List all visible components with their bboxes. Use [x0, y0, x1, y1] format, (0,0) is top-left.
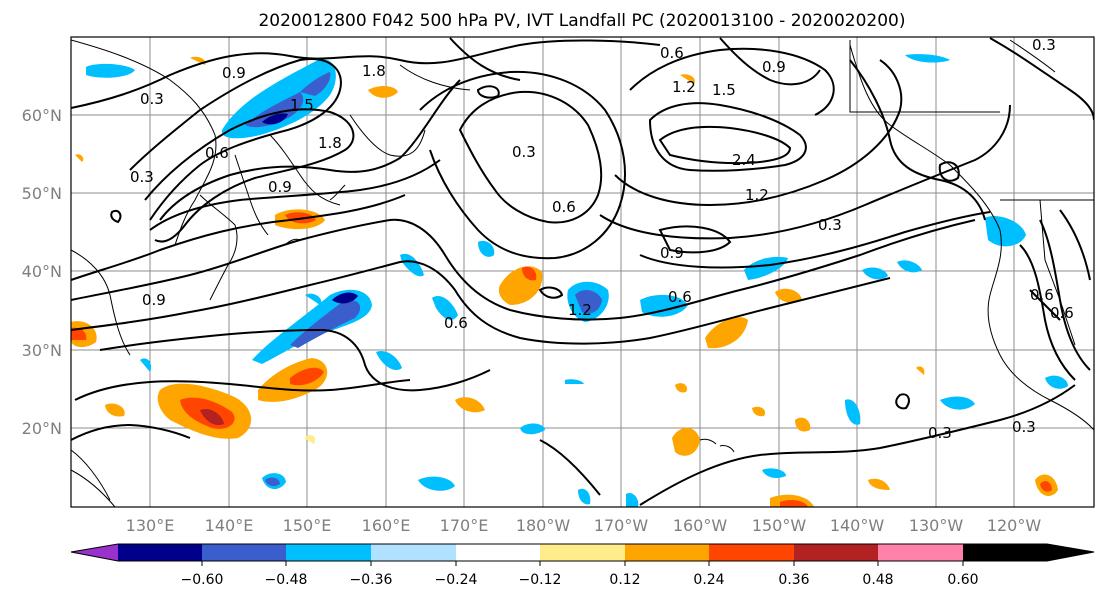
lon-axis: 130°E 140°E 150°E 160°E 170°E 180°W 170°… [126, 516, 1042, 535]
contour-label: 0.9 [762, 58, 786, 76]
lon-label: 140°W [830, 516, 885, 535]
lat-label: 20°N [22, 419, 62, 438]
contour-label: 0.3 [928, 424, 952, 442]
colorbar-tick-label: 0.24 [693, 572, 724, 588]
lat-label: 50°N [22, 184, 62, 203]
lon-label: 140°E [205, 516, 254, 535]
lon-label: 120°W [987, 516, 1042, 535]
contour-label: 1.8 [362, 62, 386, 80]
contour-label: 1.8 [318, 134, 342, 152]
colorbar-segment [286, 544, 371, 561]
contour-label: 0.3 [1032, 36, 1056, 54]
figure-title: 2020012800 F042 500 hPa PV, IVT Landfall… [258, 11, 905, 31]
contour-label: 0.3 [140, 90, 164, 108]
colorbar-segment [878, 544, 963, 561]
contour-label: 0.6 [205, 144, 229, 162]
colorbar: −0.60 −0.48 −0.36 −0.24 −0.12 0.12 0.24 … [70, 543, 1095, 588]
colorbar-tick-label: 0.48 [862, 572, 893, 588]
contour-label: 1.2 [568, 301, 592, 319]
lon-label: 170°E [440, 516, 489, 535]
contour-label: 0.6 [552, 198, 576, 216]
ivt-contour-lines [71, 37, 1094, 506]
lon-label: 130°E [126, 516, 175, 535]
lon-label: 160°E [362, 516, 411, 535]
contour-label: 1.5 [712, 81, 736, 99]
colorbar-tick-label: −0.12 [519, 572, 562, 588]
contour-label: 0.6 [668, 288, 692, 306]
contour-label: 0.6 [660, 44, 684, 62]
contour-label: 0.6 [1030, 286, 1054, 304]
lon-label: 170°W [594, 516, 649, 535]
colorbar-tick-label: −0.24 [435, 572, 478, 588]
colorbar-outline [70, 543, 1095, 562]
contour-label: 0.6 [1050, 304, 1074, 322]
colorbar-segment [709, 544, 794, 561]
lon-label: 150°E [283, 516, 332, 535]
lat-label: 60°N [22, 106, 62, 125]
contour-label: 1.2 [672, 78, 696, 96]
colorbar-tick-label: 0.60 [947, 572, 978, 588]
contour-labels: 0.9 0.3 1.8 1.5 0.6 1.8 0.3 0.9 0.6 0.3 … [130, 36, 1074, 442]
colorbar-segment [456, 544, 540, 561]
contour-label: 0.9 [222, 64, 246, 82]
contour-label: 0.9 [268, 178, 292, 196]
contour-label: 0.3 [1012, 418, 1036, 436]
lon-label: 150°W [752, 516, 807, 535]
contour-label: 1.2 [745, 186, 769, 204]
contour-label: 0.6 [444, 314, 468, 332]
coastlines [71, 39, 1094, 507]
lat-label: 40°N [22, 262, 62, 281]
lat-axis: 60°N 50°N 40°N 30°N 20°N [22, 106, 62, 438]
colorbar-segment [625, 544, 709, 561]
colorbar-tick-label: −0.36 [350, 572, 393, 588]
contour-label: 1.5 [290, 96, 314, 114]
colorbar-tick-label: 0.36 [778, 572, 809, 588]
colorbar-segment [794, 544, 878, 561]
colorbar-tick-label: −0.48 [265, 572, 308, 588]
lon-label: 180°W [516, 516, 571, 535]
lon-label: 130°W [909, 516, 964, 535]
contour-label: 0.3 [512, 143, 536, 161]
contour-label: 0.9 [142, 291, 166, 309]
colorbar-segment [540, 544, 625, 561]
colorbar-tick-label: 0.12 [609, 572, 640, 588]
colorbar-extend-max [963, 544, 1094, 561]
contour-label: 0.3 [818, 216, 842, 234]
contour-label: 0.3 [130, 168, 154, 186]
contour-label: 0.9 [660, 244, 684, 262]
lon-label: 160°W [673, 516, 728, 535]
lat-label: 30°N [22, 341, 62, 360]
colorbar-extend-min [71, 544, 118, 561]
colorbar-tick-label: −0.60 [181, 572, 224, 588]
contour-label: 2.4 [732, 151, 756, 169]
colorbar-segment [371, 544, 456, 561]
colorbar-segment [118, 544, 202, 561]
map-frame [70, 36, 1095, 508]
colorbar-segment [202, 544, 286, 561]
